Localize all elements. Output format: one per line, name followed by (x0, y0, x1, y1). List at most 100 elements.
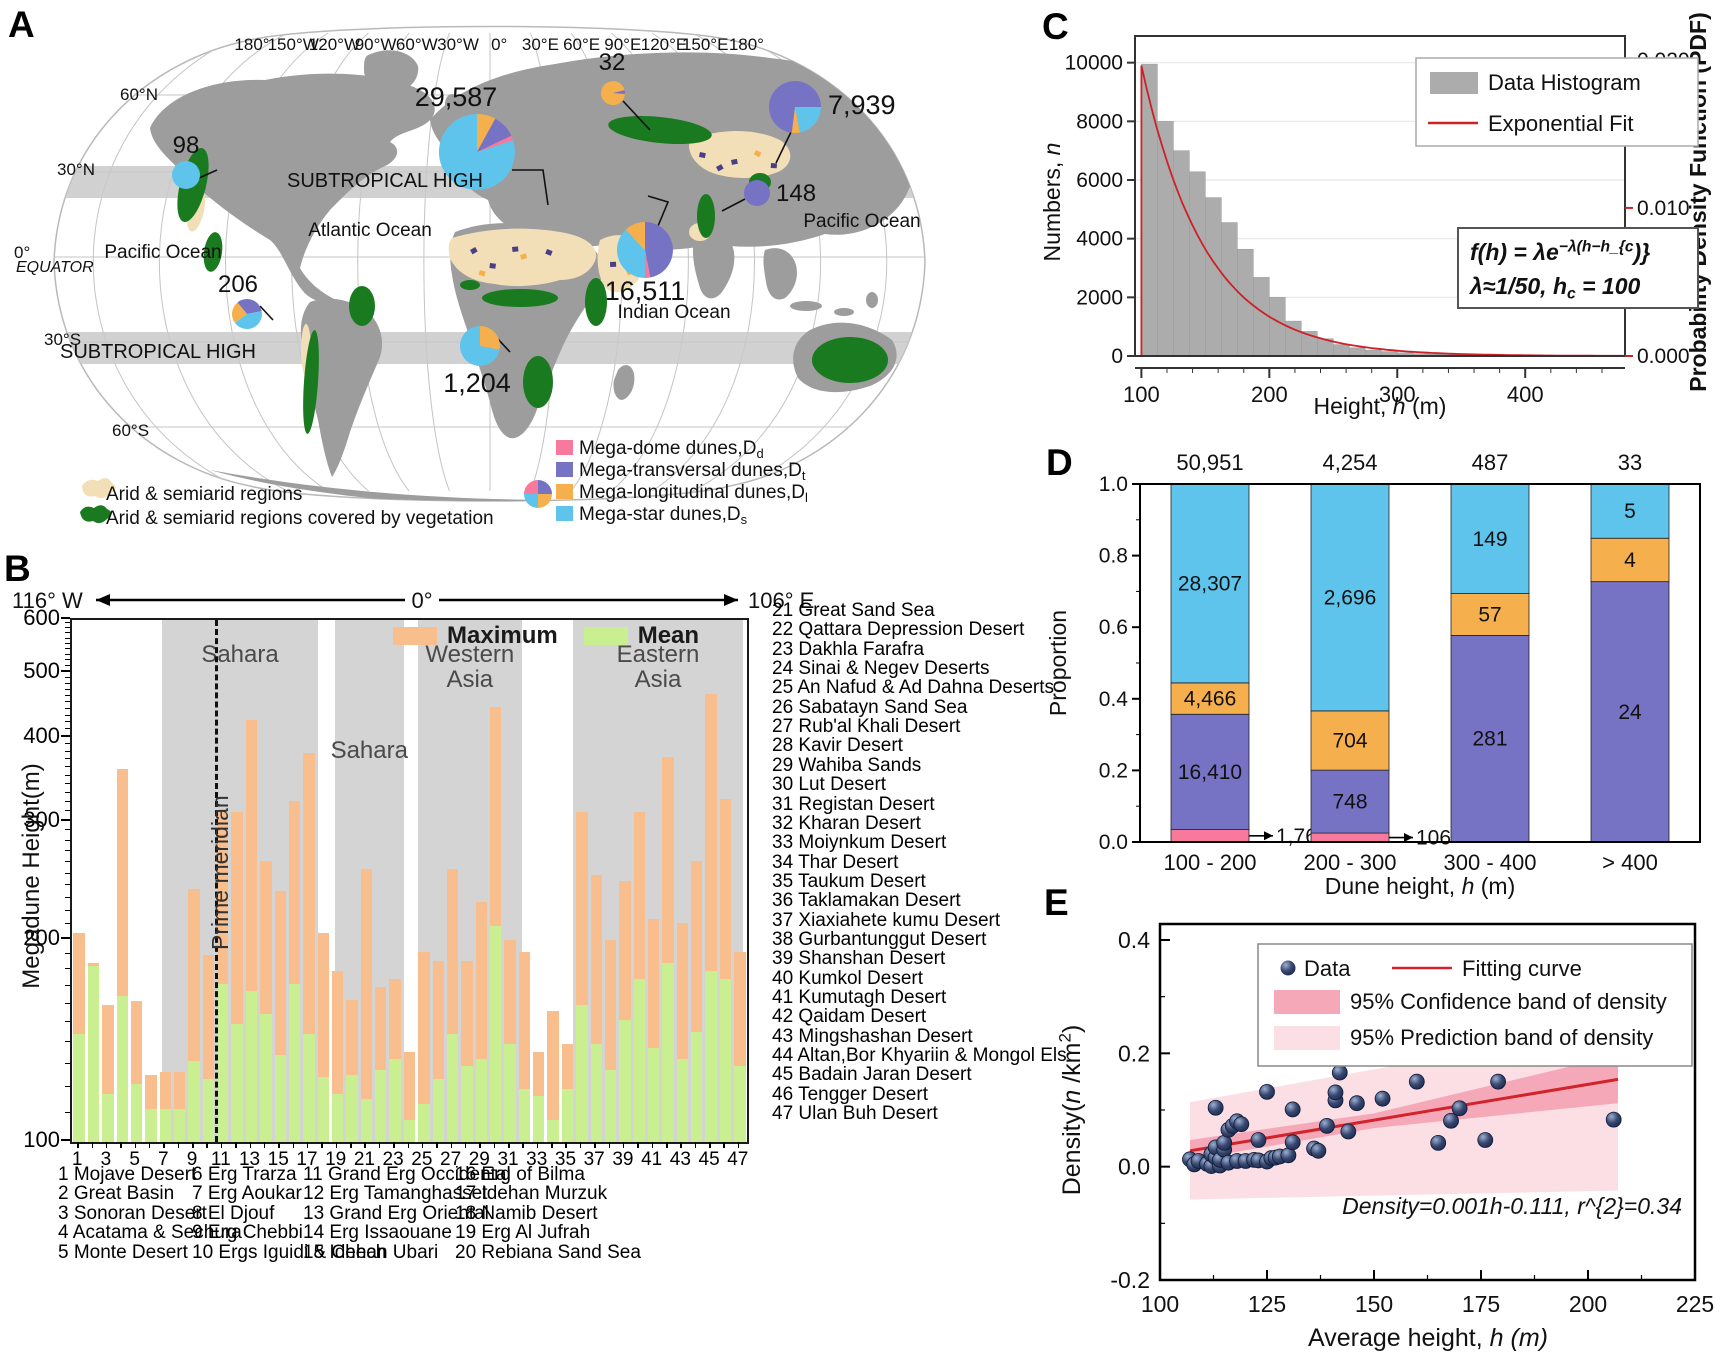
data-point (1331, 1064, 1348, 1081)
pie-slice-star (234, 311, 262, 330)
max-bar (461, 961, 473, 1142)
pie-leader-line (647, 195, 670, 227)
x-tick-label: 15 (267, 1149, 289, 1170)
desert-index-item: 12 Erg Tamanghasset (303, 1183, 488, 1205)
desert-index-item: 35 Taukum Desert (772, 870, 926, 892)
x-tick-label: 43 (669, 1149, 691, 1170)
mean-bar (202, 1079, 215, 1142)
region-label-line: Western (425, 641, 515, 668)
pie-value-label: 7,939 (828, 90, 896, 120)
map-pie: 32 (599, 49, 651, 131)
mean-bar (619, 1020, 631, 1142)
panel-d-label: D (1046, 442, 1073, 483)
mean-bar (633, 978, 645, 1142)
stack-segment-star (1170, 483, 1250, 684)
y-tick-label: 0.0 (1099, 831, 1128, 854)
mean-bar (475, 1058, 487, 1142)
category-label: 300 - 400 (1444, 850, 1537, 875)
max-bar (734, 951, 746, 1142)
segment-value-label: 748 (1332, 791, 1367, 814)
segment-value-label: 149 (1472, 528, 1507, 551)
pie-slice-transversal (769, 81, 821, 133)
ocean-label: Atlantic Ocean (308, 220, 432, 241)
legend-data-symbol (1280, 960, 1296, 976)
arid-legend-swatch (82, 477, 116, 499)
dune-field-speckle (770, 163, 777, 169)
region-label-line: Asia (446, 666, 494, 694)
map-legend: Arid & semiarid regions Arid & semiarid r… (80, 438, 808, 529)
x-tick-label: 150 (1355, 1291, 1393, 1317)
pie-slice-transversal (613, 90, 626, 94)
max-bar (303, 753, 315, 1142)
y-tick-label: 0 (1111, 345, 1123, 368)
stack-segment-dome (1310, 832, 1390, 843)
pie-slice-star (795, 107, 821, 133)
desert-index-item: 24 Sinai & Negev Deserts (772, 658, 990, 680)
pie-leader-line (721, 198, 746, 212)
data-point (1233, 1116, 1250, 1133)
x-tick-label: 200 (1569, 1291, 1607, 1317)
desert-index-item: 27 Rub'al Khali Desert (772, 716, 961, 738)
plot-frame (1134, 35, 1626, 357)
max-bar (274, 890, 286, 1142)
histogram-bar (1189, 171, 1206, 357)
ocean-label: Pacific Ocean (104, 242, 221, 263)
x-tick-label: 225 (1676, 1291, 1714, 1317)
pie-slice-transversal (538, 480, 552, 494)
segment-value-label: 4,466 (1184, 688, 1237, 711)
max-bar (231, 812, 243, 1142)
desert-index-item: 20 Rebiana Sand Sea (455, 1241, 641, 1263)
mean-bar (533, 1096, 545, 1142)
x-tick-label: 27 (440, 1149, 462, 1170)
pie-slice-longitudinal (601, 81, 625, 106)
longitude-label: 120°W (309, 35, 360, 54)
dune-field-speckle (489, 263, 496, 269)
pie-slice-transversal (237, 299, 262, 314)
region-label: Western Asia (400, 641, 540, 694)
legend-prediction-label: 95% Prediction band of density (1350, 1025, 1653, 1050)
meridian-line (158, 32, 288, 492)
dune-legend-label: Mega-transversal dunes,Dt (579, 460, 806, 483)
desert-index-item: 1 Mojave Desert (58, 1164, 197, 1185)
desert-index-item: 47 Ulan Buh Desert (772, 1103, 938, 1125)
y-tick-mark (61, 735, 70, 738)
dune-field-speckle (520, 253, 528, 260)
top-axis-right-arrowhead (724, 594, 738, 606)
mean-bar (102, 1093, 114, 1142)
longitude-label: 150°W (268, 35, 319, 54)
y-tick-label: 8000 (1076, 110, 1123, 133)
y-tick-label: 0.2 (1118, 1040, 1150, 1066)
desert-index-item: 11 Grand Erg Occidental (303, 1164, 511, 1185)
longitude-label: 120°E (641, 35, 688, 54)
desert-index-item: 38 Gurbantunggut Desert (772, 928, 987, 950)
x-tick-label: 37 (583, 1149, 605, 1170)
pie-value-label: 1,204 (443, 368, 511, 398)
mean-bar (288, 984, 301, 1142)
stack-segment-longitudinal (1590, 537, 1670, 583)
desert-index-item: 17 Idehan Murzuk (455, 1183, 608, 1205)
top-axis-zero-label: 0° (411, 588, 432, 613)
panel-b-plot: Sahara Sahara Western Asia Eastern Asia Prime … (70, 618, 749, 1144)
pie-slice-dome (477, 135, 514, 152)
stack-segment-transversal (1310, 769, 1390, 834)
x-axis-title: Dune height, h (m) (1325, 873, 1516, 899)
mean-bar (188, 1061, 200, 1142)
data-point (1207, 1099, 1224, 1116)
data-point (1327, 1084, 1344, 1101)
map-pie: 148 (721, 180, 816, 212)
x-tick-label: 3 (100, 1149, 112, 1170)
mean-bar (217, 984, 229, 1142)
desert-index-item: 45 Badain Jaran Desert (772, 1064, 972, 1086)
y-tick-mark (61, 937, 70, 940)
desert-index-item: 15 Idehan Ubari (303, 1241, 439, 1263)
panel-b-label: B (4, 548, 31, 589)
bar-total-label: 487 (1472, 450, 1509, 475)
max-bar (130, 1001, 143, 1142)
mean-bar (432, 1079, 444, 1142)
desert-index-item: 16 Erg of Bilma (455, 1164, 585, 1185)
panel-b-longitude-axis: 116° W 0° 106° E (12, 586, 814, 614)
data-point (1284, 1101, 1301, 1118)
dune-field-speckle (478, 270, 486, 277)
